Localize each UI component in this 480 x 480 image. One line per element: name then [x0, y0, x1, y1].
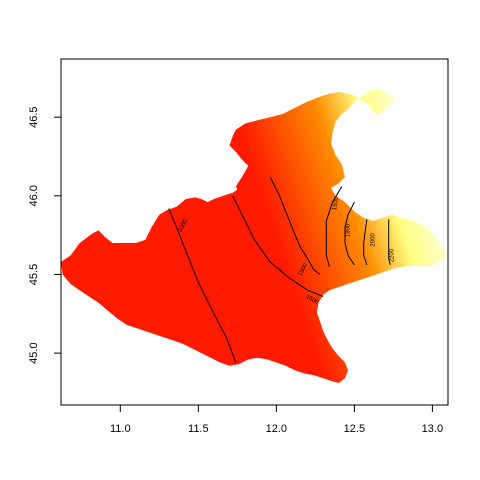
- x-axis: 11.0 11.5 12.0 12.5 13.0: [110, 404, 443, 435]
- region-shape: [61, 88, 448, 384]
- contour-label-4: 1800: [346, 223, 352, 237]
- x-tick-label-1: 11.5: [188, 423, 209, 435]
- contour-line-1800-4: [344, 201, 355, 266]
- contour-line-1000-0: [168, 208, 237, 363]
- y-axis: 45.0 45.5 46.0 46.5: [28, 106, 62, 364]
- contour-line-1500-1: [232, 195, 324, 297]
- contour-label-6: 2200: [389, 248, 395, 262]
- y-tick-label-3: 46.5: [28, 106, 40, 127]
- contour-label-3: 1500: [332, 196, 340, 211]
- contour-line-2000-5: [363, 219, 368, 266]
- contour-layer: [168, 176, 391, 363]
- contour-label-2: 1500: [298, 262, 310, 277]
- contour-line-2200-6: [388, 219, 391, 266]
- x-tick-label-0: 11.0: [110, 423, 131, 435]
- contour-line-1500-3: [325, 186, 343, 267]
- x-tick-label-4: 13.0: [422, 423, 443, 435]
- x-tick-label-2: 12.0: [266, 423, 287, 435]
- y-tick-label-2: 46.0: [28, 185, 40, 206]
- x-tick-label-3: 12.5: [344, 423, 365, 435]
- contour-label-0: 1000: [177, 218, 189, 233]
- y-tick-label-1: 45.5: [28, 264, 40, 285]
- contour-label-5: 2000: [371, 233, 377, 247]
- y-tick-label-0: 45.0: [28, 342, 40, 363]
- region-layer: [61, 88, 448, 384]
- contour-line-1500-2: [269, 176, 321, 275]
